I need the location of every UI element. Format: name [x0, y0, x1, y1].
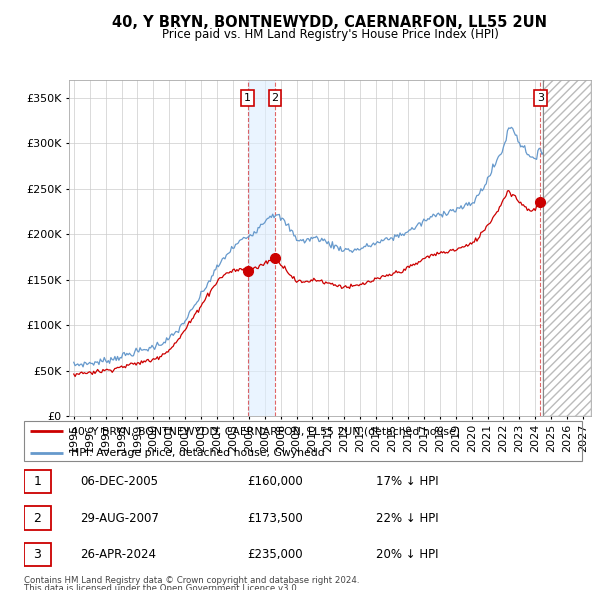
- Text: 3: 3: [537, 93, 544, 103]
- Text: 29-AUG-2007: 29-AUG-2007: [80, 512, 158, 525]
- Text: 1: 1: [34, 475, 41, 488]
- Text: 40, Y BRYN, BONTNEWYDD, CAERNARFON, LL55 2UN (detached house): 40, Y BRYN, BONTNEWYDD, CAERNARFON, LL55…: [71, 427, 460, 436]
- Text: HPI: Average price, detached house, Gwynedd: HPI: Average price, detached house, Gwyn…: [71, 448, 325, 458]
- Text: 2: 2: [272, 93, 278, 103]
- Text: £160,000: £160,000: [247, 475, 303, 488]
- Text: 26-APR-2024: 26-APR-2024: [80, 548, 156, 561]
- Bar: [543, 80, 591, 416]
- Text: This data is licensed under the Open Government Licence v3.0.: This data is licensed under the Open Gov…: [24, 584, 299, 590]
- Text: 17% ↓ HPI: 17% ↓ HPI: [376, 475, 438, 488]
- Bar: [248, 80, 275, 416]
- Bar: [543, 80, 591, 416]
- Text: Contains HM Land Registry data © Crown copyright and database right 2024.: Contains HM Land Registry data © Crown c…: [24, 576, 359, 585]
- Text: 3: 3: [34, 548, 41, 561]
- Text: £173,500: £173,500: [247, 512, 303, 525]
- Text: Price paid vs. HM Land Registry's House Price Index (HPI): Price paid vs. HM Land Registry's House …: [161, 28, 499, 41]
- Bar: [24, 506, 51, 530]
- Text: 40, Y BRYN, BONTNEWYDD, CAERNARFON, LL55 2UN: 40, Y BRYN, BONTNEWYDD, CAERNARFON, LL55…: [113, 15, 548, 30]
- Text: 2: 2: [34, 512, 41, 525]
- Bar: [24, 543, 51, 566]
- Text: 20% ↓ HPI: 20% ↓ HPI: [376, 548, 438, 561]
- Text: 1: 1: [244, 93, 251, 103]
- Text: 22% ↓ HPI: 22% ↓ HPI: [376, 512, 438, 525]
- Text: £235,000: £235,000: [247, 548, 303, 561]
- Text: 06-DEC-2005: 06-DEC-2005: [80, 475, 158, 488]
- Bar: [24, 470, 51, 493]
